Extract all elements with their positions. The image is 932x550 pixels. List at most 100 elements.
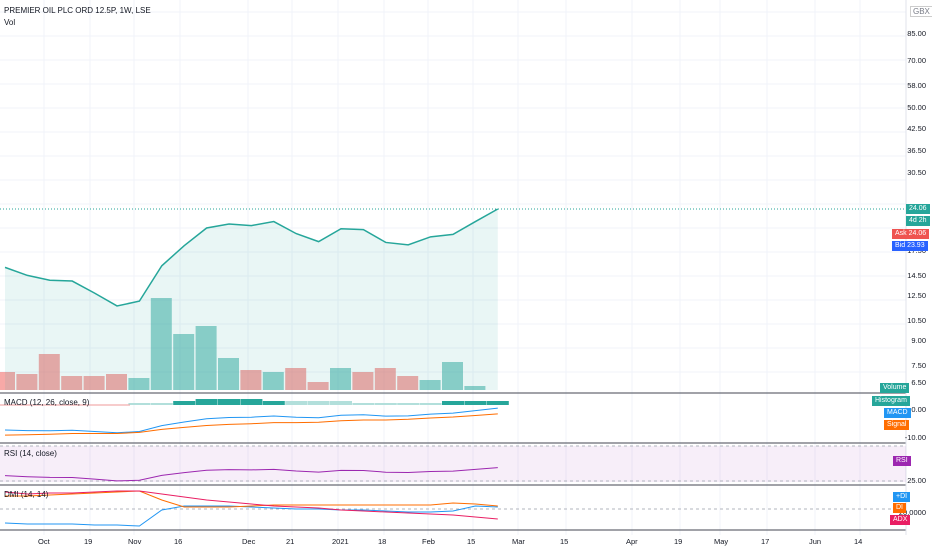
price-axis-label: 70.00 xyxy=(907,56,926,65)
macd-tag: MACD xyxy=(884,408,911,418)
macd-histogram-bar xyxy=(464,401,487,405)
volume-bar xyxy=(397,376,419,390)
time-axis-label: May xyxy=(714,537,729,546)
plus-di-tag: +DI xyxy=(893,492,911,502)
dmi-axis-0: 20.0000 xyxy=(898,508,926,517)
price-axis-label: 36.50 xyxy=(907,146,926,155)
volume-bar xyxy=(106,374,127,390)
volume-bar xyxy=(285,368,307,390)
volume-bar xyxy=(38,354,60,390)
adx-tag: ADX xyxy=(890,515,911,525)
macd-legend[interactable]: MACD (12, 26, close, 9) xyxy=(4,398,90,407)
volume-bar xyxy=(218,358,239,390)
currency-badge[interactable]: GBX xyxy=(910,6,932,17)
rsi-legend[interactable]: RSI (14, close) xyxy=(4,449,57,458)
minus-di-tag: DI xyxy=(893,503,906,513)
histogram-tag: Histogram xyxy=(872,396,910,406)
macd-histogram-bar xyxy=(262,401,285,405)
plus-di-line xyxy=(4,505,498,527)
volume-bar xyxy=(374,368,396,390)
volume-bar xyxy=(195,326,217,390)
bid-tag: Bid 23.93 xyxy=(892,241,928,251)
time-axis-label: 18 xyxy=(378,537,387,546)
time-axis-label: Mar xyxy=(512,537,525,546)
ask-tag: Ask 24.06 xyxy=(892,229,930,239)
price-line xyxy=(4,208,499,307)
signal-tag: Signal xyxy=(884,420,910,430)
macd-axis-1: -10.00 xyxy=(904,433,926,442)
macd-histogram-bar xyxy=(397,403,420,405)
time-axis-label: 14 xyxy=(854,537,863,546)
volume-legend: Vol xyxy=(4,18,16,27)
macd-histogram-bar xyxy=(352,403,375,405)
volume-bar xyxy=(464,386,486,390)
dmi-legend[interactable]: DMI (14, 14) xyxy=(4,490,49,499)
time-axis-label: 17 xyxy=(761,537,770,546)
volume-bar xyxy=(419,380,441,390)
time-axis-label: Oct xyxy=(38,537,50,546)
symbol-title: PREMIER OIL PLC ORD 12.5P, 1W, LSE xyxy=(4,6,151,15)
time-axis-label: 15 xyxy=(467,537,476,546)
rsi-tag: RSI xyxy=(893,456,911,466)
price-axis-label: 12.50 xyxy=(907,291,926,300)
macd-histogram-bar xyxy=(150,403,173,405)
signal-line xyxy=(4,413,498,436)
price-axis-label: 7.50 xyxy=(911,361,926,370)
price-axis-label: 42.50 xyxy=(907,124,926,133)
last-price-tag: 24.06 xyxy=(906,204,930,214)
volume-bar xyxy=(442,362,463,390)
volume-bar xyxy=(240,370,262,390)
price-area-fill xyxy=(5,209,498,390)
volume-bar xyxy=(173,334,195,390)
time-axis-label: Apr xyxy=(626,537,638,546)
time-axis-label: Feb xyxy=(422,537,435,546)
time-axis-label: 19 xyxy=(84,537,93,546)
volume-bar xyxy=(352,372,374,390)
time-axis-label: 19 xyxy=(674,537,683,546)
volume-bar xyxy=(150,298,172,390)
countdown-tag: 4d 2h xyxy=(906,216,930,226)
macd-histogram-bar xyxy=(330,401,352,405)
macd-histogram-bar xyxy=(285,401,308,405)
macd-histogram-bar xyxy=(374,403,397,405)
macd-histogram-bar xyxy=(419,403,442,405)
macd-histogram-bar xyxy=(240,399,263,405)
price-axis-label: 50.00 xyxy=(907,103,926,112)
price-axis-label: 10.50 xyxy=(907,316,926,325)
macd-histogram-bar xyxy=(128,403,151,405)
price-axis-label: 9.00 xyxy=(911,336,926,345)
rsi-band xyxy=(0,446,906,482)
time-axis-label: 21 xyxy=(286,537,295,546)
price-axis-label: 30.50 xyxy=(907,168,926,177)
macd-line xyxy=(4,407,498,434)
volume-bar xyxy=(83,376,105,390)
volume-bar xyxy=(262,372,284,390)
volume-bar xyxy=(16,374,38,390)
time-axis-label: Jun xyxy=(809,537,822,546)
macd-histogram-bar xyxy=(307,401,330,405)
macd-histogram-bar xyxy=(173,401,196,405)
macd-axis-0: 0.00 xyxy=(911,405,926,414)
macd-histogram-bar xyxy=(486,401,509,405)
time-axis-label: 15 xyxy=(560,537,569,546)
macd-histogram-bar xyxy=(218,399,240,405)
volume-tag: Volume xyxy=(880,383,910,393)
macd-histogram-bar xyxy=(442,401,464,405)
volume-bar xyxy=(330,368,351,390)
volume-bar xyxy=(61,376,83,390)
adx-line xyxy=(4,490,498,520)
price-axis-label: 85.00 xyxy=(907,29,926,38)
time-axis-label: Dec xyxy=(242,537,256,546)
minus-di-line xyxy=(5,490,498,508)
price-axis-label: 58.00 xyxy=(907,81,926,90)
time-axis-label: Nov xyxy=(128,537,142,546)
price-axis-label: 6.50 xyxy=(911,378,926,387)
time-axis-label: 16 xyxy=(174,537,183,546)
rsi-axis-0: 25.00 xyxy=(907,476,926,485)
price-axis-label: 14.50 xyxy=(907,271,926,280)
time-axis-label: 2021 xyxy=(332,537,349,546)
rsi-line xyxy=(4,467,498,482)
volume-bar xyxy=(307,382,329,390)
volume-bar xyxy=(0,372,15,390)
